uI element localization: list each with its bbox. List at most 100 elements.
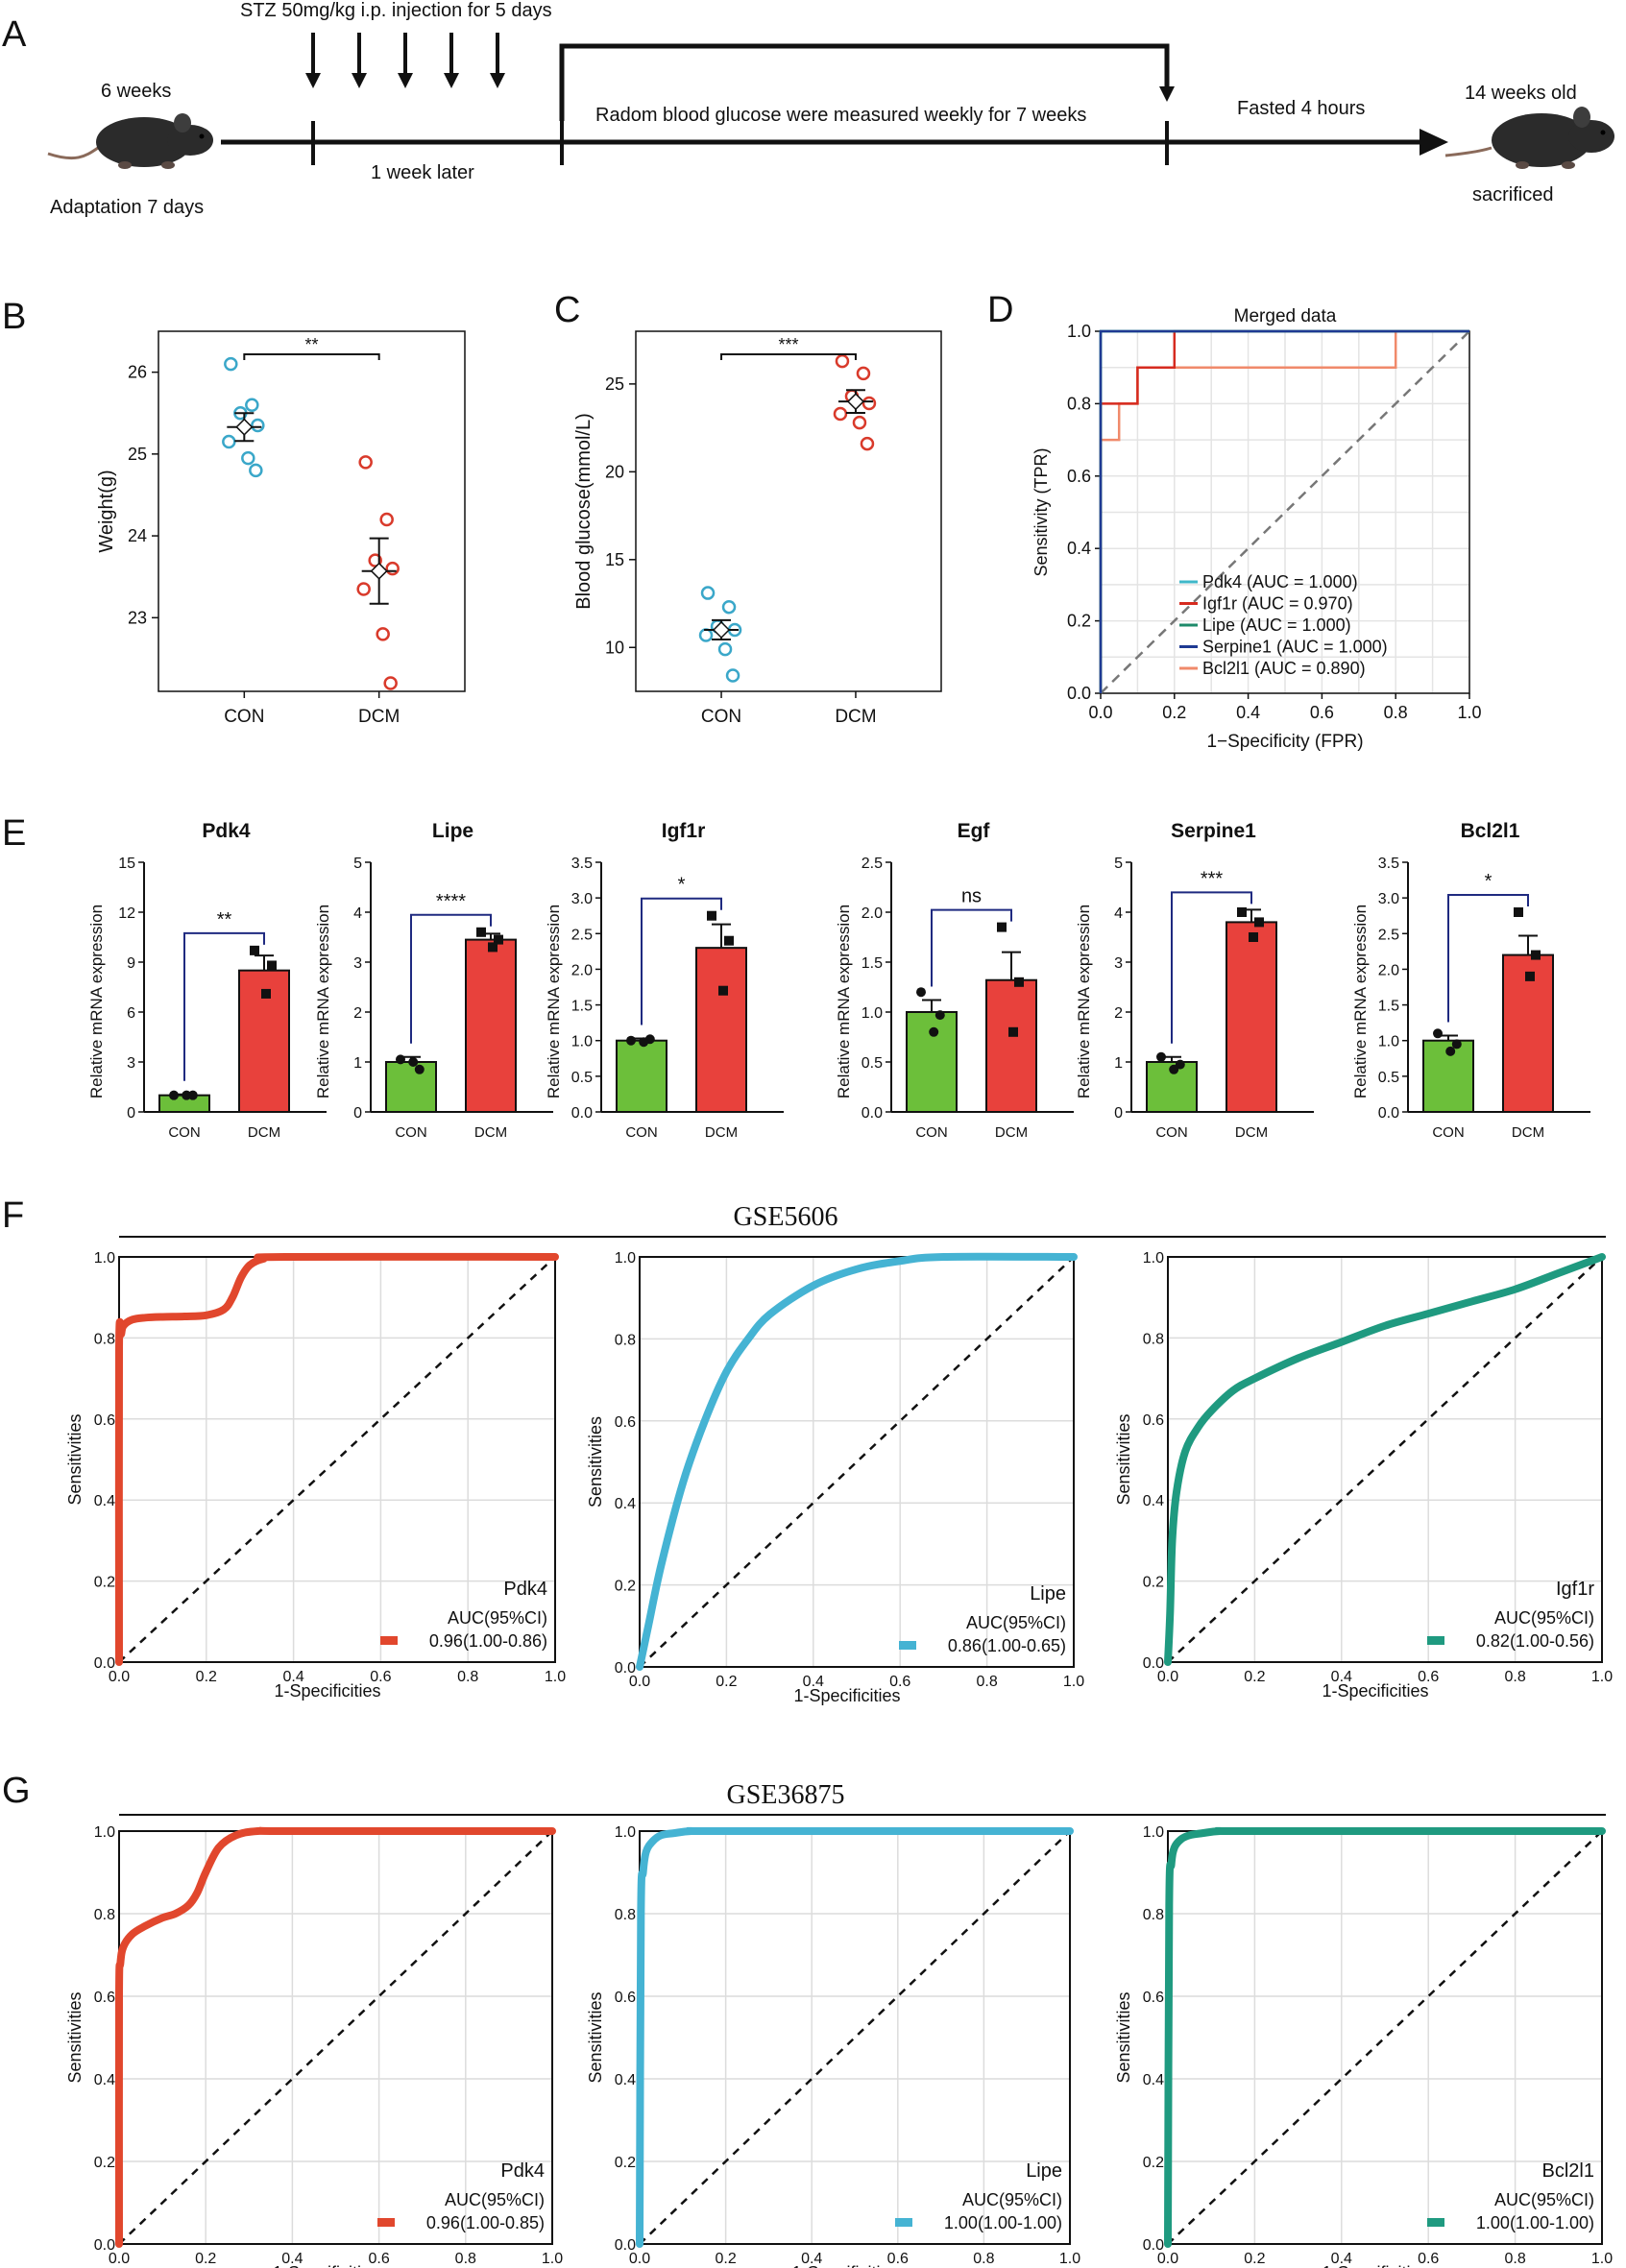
x-tick-label: 0.4	[1236, 703, 1260, 722]
bar	[385, 1061, 437, 1113]
timeline-arrowhead-icon	[1420, 129, 1448, 156]
data-point	[835, 353, 850, 369]
y-tick-label: 1.0	[94, 1250, 115, 1267]
y-axis-label: Sensitivities	[1114, 1991, 1133, 2083]
y-tick-label: 1.0	[1143, 1824, 1164, 1841]
plot-frame	[158, 330, 466, 692]
x-tick-label: 0.4	[1331, 2251, 1352, 2267]
timeline-glucose: Radom blood glucose were measured weekly…	[595, 105, 1086, 126]
reference-diagonal	[639, 1256, 1075, 1668]
arrow-down-icon	[398, 33, 413, 88]
bar	[616, 1039, 667, 1113]
x-tick-label: 0.2	[716, 1674, 737, 1690]
y-tick-label: 2.5	[862, 856, 883, 872]
y-tick-label: 1	[353, 1055, 362, 1072]
y-axis-label: Sensitivities	[586, 1991, 605, 2083]
x-tick-label: CON	[168, 1124, 200, 1141]
y-tick-label: 0.0	[571, 1105, 593, 1122]
bar	[465, 938, 517, 1113]
legend-gene-label: Lipe	[1030, 1583, 1066, 1604]
x-axis-label: 1-Specificities	[791, 2263, 898, 2268]
y-tick-label: 26	[128, 363, 147, 382]
panel-f-dataset: GSE5606	[734, 1202, 838, 1232]
data-point	[916, 987, 926, 998]
legend-swatch	[1427, 1636, 1444, 1645]
x-tick-label: CON	[1432, 1124, 1464, 1141]
y-axis-label: Relative mRNA expression	[87, 905, 106, 1098]
panel-a: A 6 weeks Adaptation 7 days STZ 50mg/kg …	[2, 0, 1614, 218]
bar-chart-title: Egf	[958, 820, 991, 842]
timeline-sacrificed: sacrificed	[1472, 184, 1553, 205]
data-point	[414, 1064, 425, 1074]
data-point	[997, 922, 1007, 932]
y-tick-label: 24	[128, 526, 147, 545]
x-tick-label: 0.6	[370, 1669, 391, 1685]
timeline-adaptation: Adaptation 7 days	[50, 197, 204, 218]
x-tick-label: CON	[915, 1124, 947, 1141]
data-point	[717, 641, 733, 657]
y-tick-label: 3	[127, 1055, 135, 1072]
y-tick-label: 0.6	[615, 1990, 636, 2006]
y-tick-label: 9	[127, 955, 135, 972]
panel-d-merged-roc: 0.00.0 0.2 0.2 0.4 0.4 0.6 0.6 0.8 0.8 1.0 1.0 Merg…	[1031, 306, 1482, 752]
roc-chart-igf1r: 0.00.0 0.2 0.2 0.4 0.4 0.6 0.6 0.8 0.8 1.0 1.0 1-Sp…	[1114, 1250, 1613, 1701]
arrow-down-icon	[305, 33, 321, 88]
reference-diagonal	[1100, 330, 1470, 694]
significance-bracket	[1171, 891, 1252, 1044]
y-axis-label: Relative mRNA expression	[545, 905, 563, 1098]
y-tick-label: 0.4	[615, 1496, 636, 1512]
data-point	[1525, 971, 1535, 981]
data-point	[249, 463, 263, 478]
panel-label-g: G	[2, 1771, 31, 1811]
significance-bracket	[243, 353, 380, 360]
roc-chart-lipe: 0.00.0 0.2 0.2 0.4 0.4 0.6 0.6 0.8 0.8 1.0 1.0 1-Sp…	[586, 1824, 1080, 2268]
significance-bracket	[931, 908, 1012, 987]
y-tick-label: 6	[127, 1005, 135, 1022]
mean-marker	[235, 418, 254, 436]
x-axis-label: 1-Specificities	[1322, 1681, 1428, 1701]
y-tick-label: 4	[353, 905, 362, 922]
y-tick-label: 3	[1114, 955, 1123, 972]
chart-title: Merged data	[1234, 306, 1337, 326]
roc-chart-lipe: 0.00.0 0.2 0.2 0.4 0.4 0.6 0.6 0.8 0.8 1.0 1.0 1-Sp…	[586, 1250, 1084, 1705]
x-tick-label: 0.6	[368, 2251, 389, 2267]
data-point	[721, 599, 737, 615]
data-point	[1014, 977, 1024, 987]
legend-swatch	[380, 1636, 398, 1645]
data-point	[1451, 1039, 1462, 1050]
mouse-icon	[1444, 107, 1614, 169]
legend-label: Serpine1 (AUC = 1.000)	[1202, 638, 1388, 657]
bar-chart-igf1r: Igf1r 0.0 0.5 1.0 1.5 2.0 2.5 3.0 3.5 Relative mR…	[545, 820, 784, 1141]
y-tick-label: 4	[1114, 905, 1123, 922]
x-tick-label: DCM	[995, 1124, 1028, 1141]
y-tick-label: 0.4	[94, 2072, 115, 2088]
y-tick-label: 0	[1114, 1105, 1123, 1122]
data-point	[860, 436, 875, 451]
legend-gene-label: Bcl2l1	[1542, 2160, 1594, 2182]
panel-g-roc-charts: 0.00.00.20.20.40.40.60.60.80.81.01.01-Sp…	[65, 1824, 1613, 2268]
x-tick-label: CON	[224, 707, 264, 727]
y-tick-label: 0.6	[94, 1990, 115, 2006]
y-tick-label: 1	[1114, 1055, 1123, 1072]
y-tick-label: 1.5	[1378, 999, 1399, 1015]
bar-chart-pdk4: Pdk4 0 3 6 9 12 15 Relative mRNA expression CON D…	[87, 820, 327, 1141]
data-point	[494, 934, 503, 945]
data-point	[856, 366, 871, 381]
significance-bracket	[1447, 894, 1529, 1023]
roc-curve	[636, 1252, 1078, 1671]
x-tick-label: 0.2	[1244, 2251, 1265, 2267]
legend-label: Igf1r (AUC = 0.970)	[1202, 594, 1353, 614]
roc-curve	[114, 1252, 559, 1666]
data-point	[224, 356, 238, 372]
y-tick-label: 0.8	[1143, 1331, 1164, 1347]
data-point	[1433, 1028, 1443, 1039]
data-point	[725, 668, 740, 683]
bar	[1226, 921, 1277, 1114]
panel-label-d: D	[987, 290, 1013, 330]
significance-label: ****	[436, 891, 466, 912]
y-tick-label: 23	[128, 608, 147, 627]
bar	[906, 1011, 958, 1113]
x-tick-label: DCM	[835, 707, 876, 727]
y-axis-label: Blood glucose(mmol/L)	[573, 413, 595, 610]
